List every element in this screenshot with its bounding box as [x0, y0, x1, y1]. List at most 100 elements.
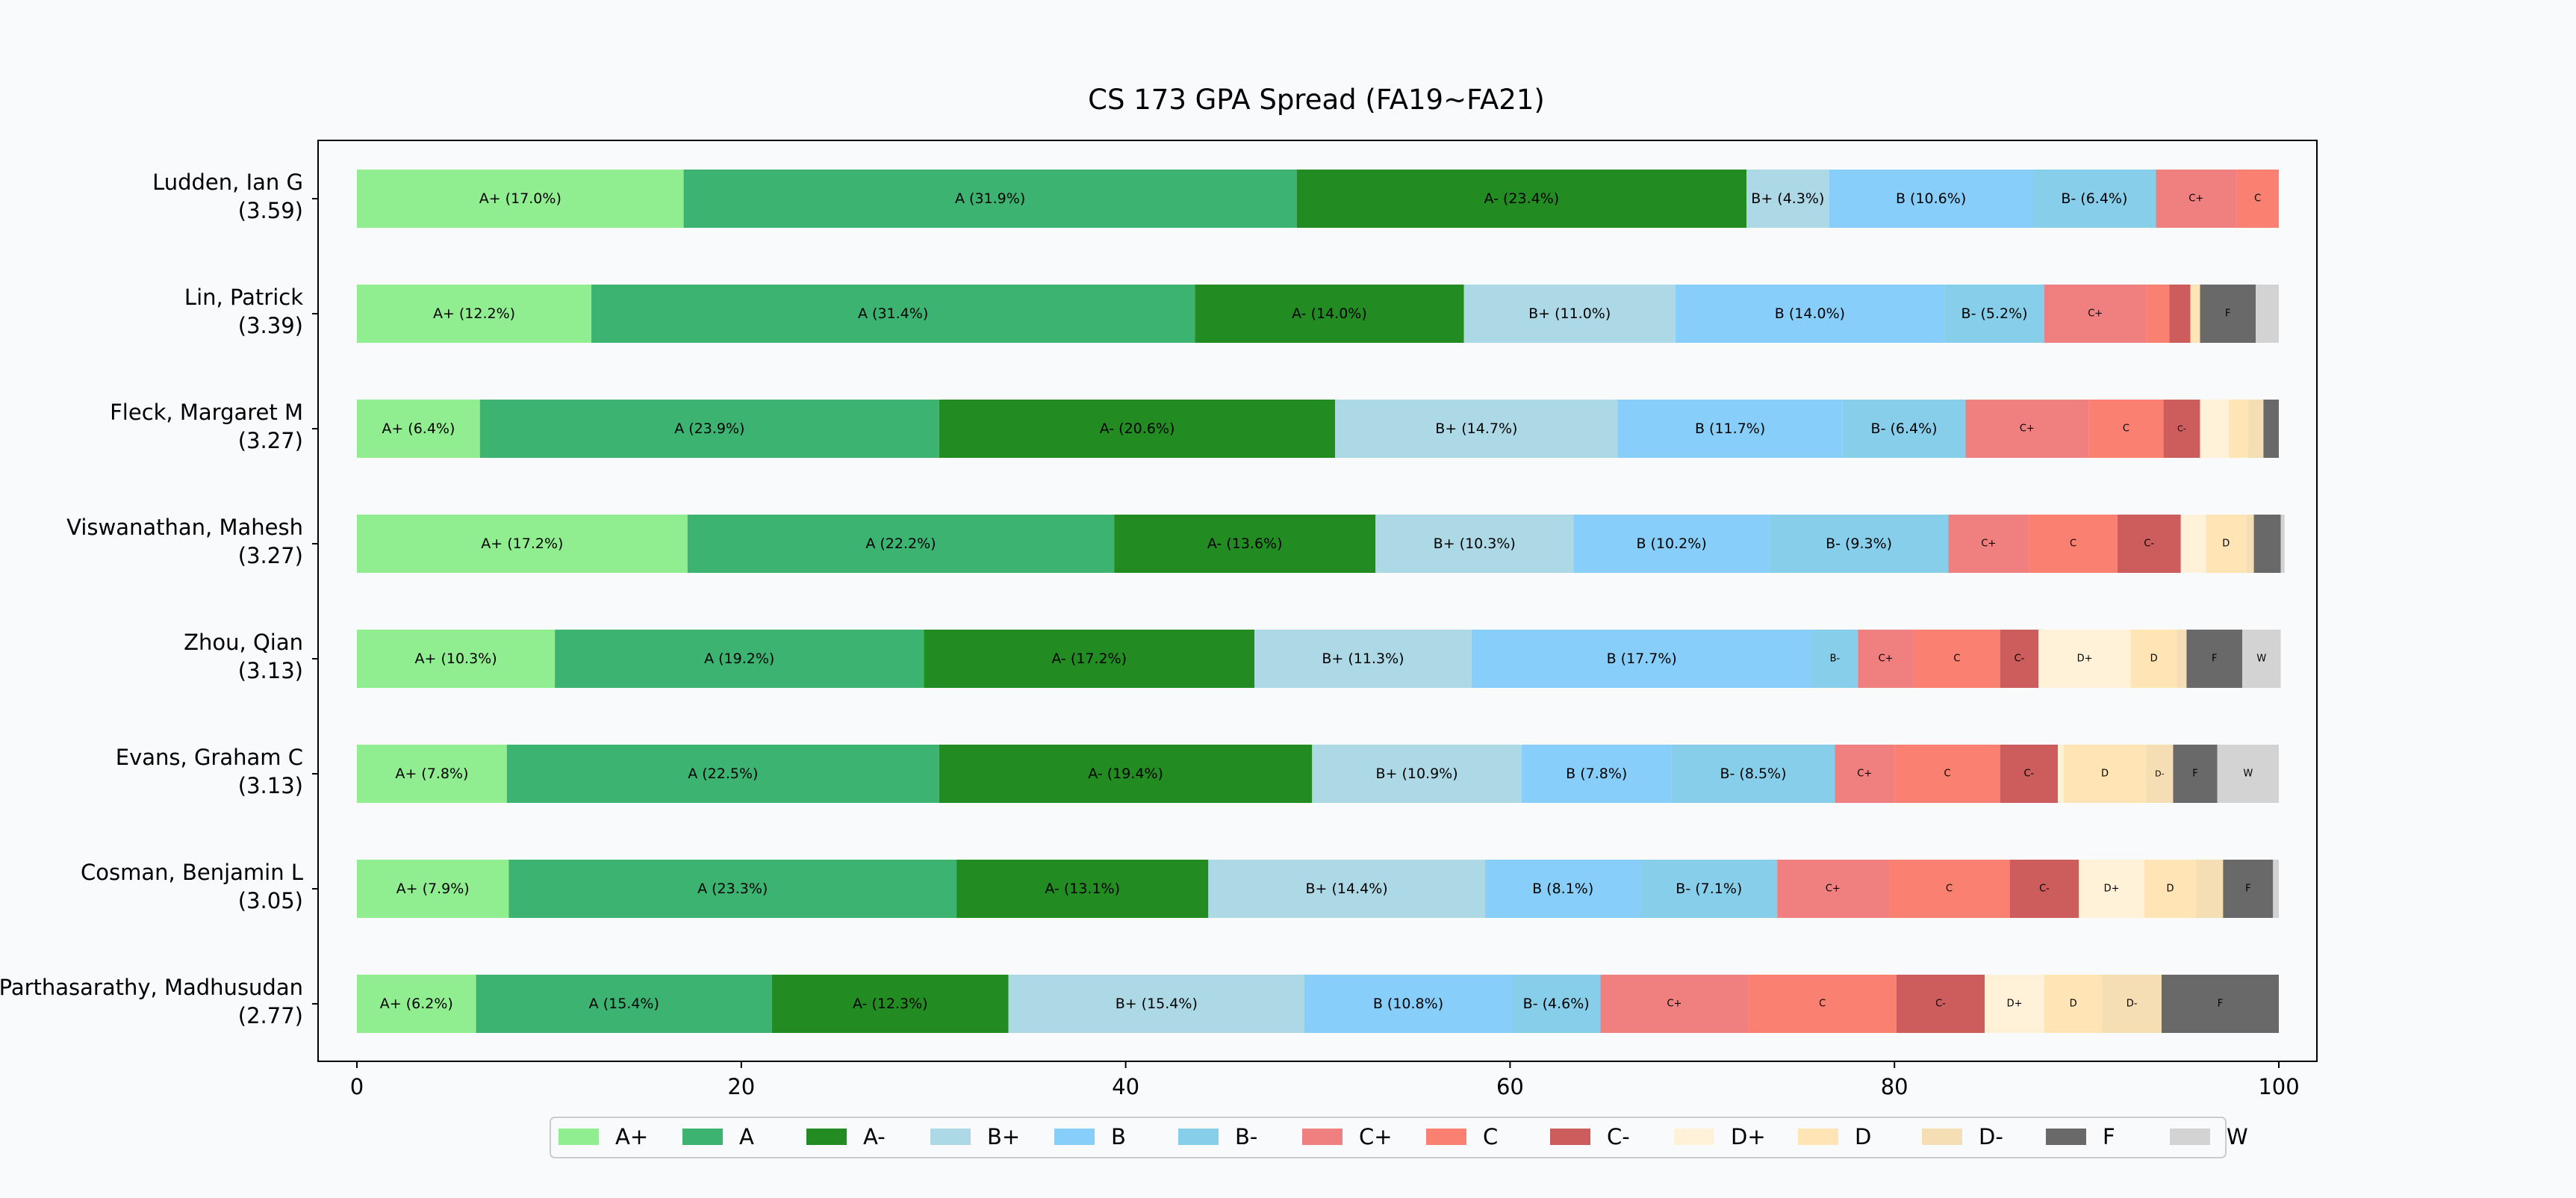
row-label-gpa: (3.13): [238, 773, 303, 798]
bar-segment: [2247, 400, 2264, 458]
segment-label: A+ (6.2%): [380, 996, 453, 1012]
segment-label: B+ (10.9%): [1375, 766, 1457, 782]
bar-segment: [2169, 285, 2191, 343]
bar-segment: [357, 630, 556, 688]
segment-label: A (15.4%): [589, 996, 659, 1012]
bar-segment: [2163, 400, 2200, 458]
x-axis: 0 20 40 60 80 100: [350, 1061, 2300, 1099]
bar-segment: [2196, 860, 2224, 918]
segment-label: A+ (7.8%): [395, 766, 468, 782]
x-tick-label: 100: [2258, 1074, 2299, 1099]
bar-segment: [2057, 745, 2064, 803]
segment-label: B- (9.3%): [1826, 536, 1892, 552]
segment-label: B (10.6%): [1896, 190, 1966, 207]
bar-segment: [1114, 515, 1376, 573]
bar-segment: [357, 515, 688, 573]
segment-label: C: [2254, 193, 2261, 205]
segment-label: D: [2167, 884, 2174, 895]
bar-segment: [924, 630, 1255, 688]
segment-label: A- (20.6%): [1100, 420, 1175, 437]
segment-label: A+ (10.3%): [414, 651, 497, 667]
bar-segment: [1521, 745, 1672, 803]
bar-segment: [2200, 285, 2256, 343]
bar-segment: [1296, 170, 1747, 228]
row-label-gpa: (3.27): [238, 428, 303, 453]
bar-segment: [1894, 745, 2000, 803]
row-label-name: Cosman, Benjamin L: [81, 860, 303, 885]
segment-label: D-: [2127, 999, 2138, 1010]
segment-label: A+ (17.0%): [479, 190, 561, 207]
segment-label: A (19.2%): [704, 651, 774, 667]
segment-label: A (31.9%): [955, 190, 1025, 207]
row-label-gpa: (3.05): [238, 888, 303, 913]
segment-label: B (11.7%): [1695, 420, 1765, 437]
legend-label: D+: [1731, 1124, 1766, 1149]
legend-item: A+: [559, 1124, 648, 1149]
legend-item: C+: [1302, 1124, 1393, 1149]
segment-label: B- (4.6%): [1523, 996, 1590, 1012]
segment-label: A (31.4%): [858, 305, 928, 322]
bar-segment: [2177, 630, 2187, 688]
bar-segment: [2186, 630, 2243, 688]
bar-segment: [1375, 515, 1574, 573]
bar-segment: [2146, 745, 2174, 803]
segment-label: C+: [1667, 999, 1681, 1010]
legend-label: D: [1855, 1124, 1871, 1149]
bar-segment: [1985, 975, 2044, 1033]
segment-label: B (10.2%): [1636, 536, 1706, 552]
legend-swatch: [806, 1129, 847, 1145]
segment-label: C+: [2188, 193, 2203, 205]
bar-segment: [771, 975, 1009, 1033]
segment-label: D: [2222, 539, 2230, 550]
bar-segment: [2161, 975, 2279, 1033]
segment-label: C+: [2020, 423, 2035, 435]
bar-segment: [1312, 745, 1522, 803]
segment-label: A (22.2%): [865, 536, 936, 552]
legend-swatch: [1178, 1129, 1219, 1145]
segment-label: B+ (4.3%): [1751, 190, 1824, 207]
segment-label: C+: [1857, 769, 1872, 780]
legend-label: B: [1111, 1124, 1126, 1149]
legend-label: F: [2103, 1124, 2115, 1149]
segment-label: B- (7.1%): [1676, 881, 1742, 897]
bar-segment: [1842, 400, 1966, 458]
bar-segment: [357, 745, 507, 803]
segment-label: A+ (17.2%): [481, 536, 563, 552]
row-label-name: Zhou, Qian: [184, 630, 303, 655]
bar-segment: [1511, 975, 1601, 1033]
legend-swatch: [2046, 1129, 2086, 1145]
bar-row: A+ (10.3%) A (19.2%) A- (17.2%) B+ (11.3%) B…: [357, 630, 2281, 688]
bar-segment: [1746, 170, 1829, 228]
bar-segment: [2009, 860, 2079, 918]
segment-label: C-: [2039, 884, 2050, 895]
bar-segment: [1965, 400, 2089, 458]
bar-segment: [2000, 745, 2058, 803]
legend-swatch: [1922, 1129, 1962, 1145]
bar-row: A+ (17.0%) A (31.9%) A- (23.4%) B+ (4.3%) B …: [357, 170, 2279, 228]
segment-label: C-: [2144, 539, 2154, 550]
segment-label: C: [1944, 769, 1950, 780]
bar-segment: [2256, 285, 2279, 343]
segment-label: C+: [1879, 654, 1894, 665]
bar-segment: [1573, 515, 1770, 573]
bar-segment: [1944, 285, 2044, 343]
bar-segment: [2173, 745, 2218, 803]
legend-swatch: [1426, 1129, 1466, 1145]
bar-segment: [2223, 860, 2274, 918]
bar-row: A+ (17.2%) A (22.2%) A- (13.6%) B+ (10.3%) B…: [357, 515, 2285, 573]
segment-label: B+ (11.3%): [1322, 651, 1404, 667]
legend-swatch: [2170, 1129, 2210, 1145]
bar-segment: [1195, 285, 1464, 343]
bar-segment: [939, 400, 1336, 458]
legend-swatch: [1674, 1129, 1714, 1145]
legend-item: D: [1798, 1124, 1871, 1149]
row-label-gpa: (3.39): [238, 313, 303, 338]
legend-label: D-: [1979, 1124, 2003, 1149]
legend-item: F: [2046, 1124, 2115, 1149]
segment-label: C-: [2177, 424, 2186, 434]
bar-segment: [1471, 630, 1812, 688]
segment-label: B- (6.4%): [1871, 420, 1938, 437]
legend-swatch: [1550, 1129, 1590, 1145]
legend-item: D-: [1922, 1124, 2003, 1149]
